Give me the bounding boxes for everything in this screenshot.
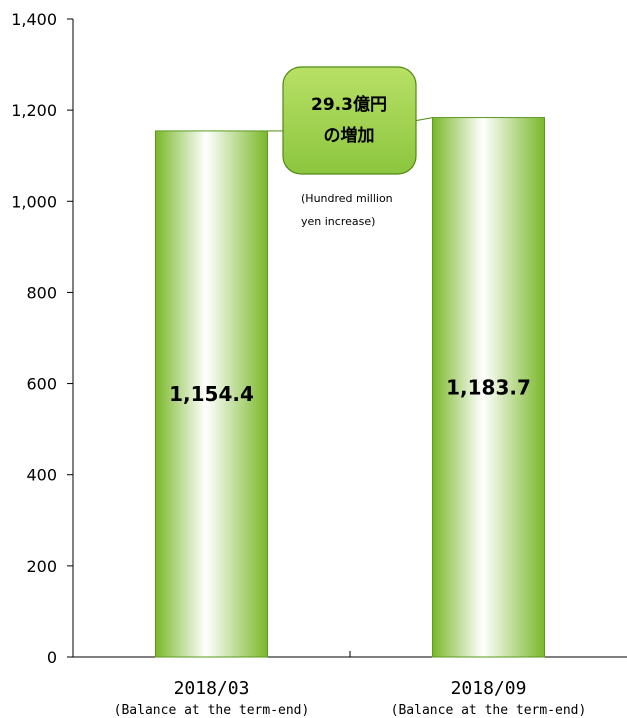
bar-value-label: 1,154.4 <box>169 382 254 406</box>
y-tick-label: 600 <box>26 375 57 394</box>
callout-line-2: の増加 <box>324 125 375 146</box>
x-category-label: 2018/03 <box>174 678 250 699</box>
note-line-1: (Hundred million <box>301 192 393 205</box>
y-tick-label: 1,000 <box>11 192 57 211</box>
x-category-sublabel: (Balance at the term-end) <box>114 703 310 718</box>
bar <box>155 130 268 658</box>
category-labels: 2018/03 (Balance at the term-end) 2018/09 (… <box>114 678 587 718</box>
x-category-sublabel: (Balance at the term-end) <box>391 703 587 718</box>
y-tick-label: 0 <box>47 648 57 667</box>
increase-note: (Hundred million yen increase) <box>301 192 393 228</box>
y-tick-label: 800 <box>26 283 57 302</box>
y-tick-label: 200 <box>26 557 57 576</box>
x-category-label: 2018/09 <box>451 678 527 699</box>
increase-callout: 29.3億円 の増加 <box>267 66 433 175</box>
bars <box>155 117 545 658</box>
y-tick-label: 400 <box>26 466 57 485</box>
y-tick-label: 1,400 <box>11 10 57 29</box>
callout-leader-right <box>415 117 433 122</box>
note-line-2: yen increase) <box>301 215 375 228</box>
y-axis: 0 200 400 600 800 1,000 1,200 1,400 <box>11 10 74 667</box>
value-labels: 1,154.4 1,183.7 <box>169 375 531 406</box>
y-tick-label: 1,200 <box>11 101 57 120</box>
bar <box>432 117 545 658</box>
callout-box <box>282 66 417 175</box>
callout-line-1: 29.3億円 <box>311 94 387 115</box>
bar-value-label: 1,183.7 <box>446 375 531 399</box>
